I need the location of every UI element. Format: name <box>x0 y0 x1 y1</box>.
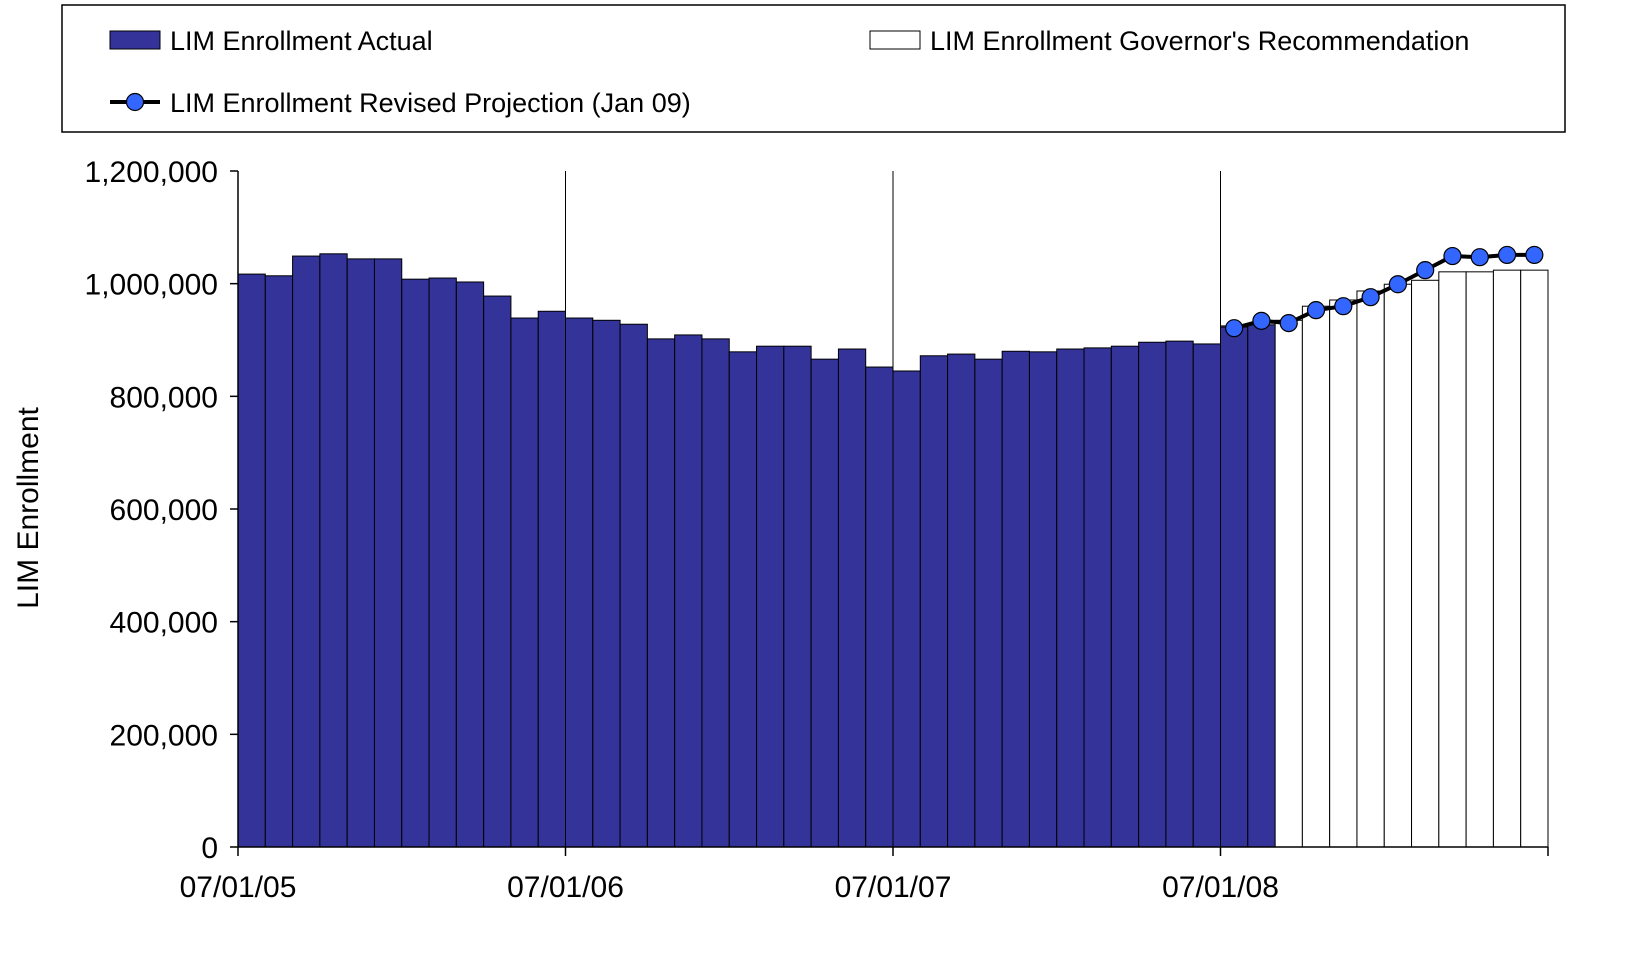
bar <box>646 338 676 848</box>
y-tick-label: 600,000 <box>110 494 218 527</box>
bar <box>510 317 539 848</box>
point <box>1252 311 1271 330</box>
bar <box>1192 343 1222 848</box>
bar <box>264 275 294 848</box>
point <box>1416 261 1435 280</box>
bar <box>1056 348 1085 848</box>
bar <box>455 281 485 848</box>
bar <box>701 338 730 848</box>
bar <box>865 366 894 848</box>
bar <box>1165 340 1194 848</box>
bar <box>565 317 594 848</box>
legend-swatch <box>109 30 161 50</box>
bar <box>401 278 430 848</box>
bar <box>1438 271 1467 848</box>
bar <box>947 353 976 848</box>
bar <box>1520 269 1549 848</box>
bar <box>592 319 621 848</box>
bar <box>1274 319 1303 848</box>
x-tick-label: 07/01/07 <box>835 871 952 904</box>
bar <box>319 253 348 848</box>
y-axis-title: LIM Enrollment <box>12 406 45 608</box>
bar <box>1329 299 1358 848</box>
legend-label: LIM Enrollment Revised Projection (Jan 0… <box>170 88 691 118</box>
bar <box>728 351 758 848</box>
point <box>1497 245 1517 265</box>
bar <box>919 355 949 848</box>
bar <box>810 358 839 848</box>
bar <box>619 323 648 848</box>
legend-box <box>61 4 1566 133</box>
bar <box>237 273 266 848</box>
bar <box>1411 279 1440 848</box>
y-tick-label: 800,000 <box>110 381 218 414</box>
legend-marker <box>125 92 145 112</box>
bar <box>1465 271 1494 848</box>
bar <box>756 345 785 848</box>
bar <box>974 358 1003 848</box>
y-tick-label: 1,200,000 <box>85 156 218 189</box>
bar <box>1492 269 1522 848</box>
bar <box>892 370 921 848</box>
point <box>1443 246 1462 266</box>
point <box>1306 301 1326 320</box>
y-tick-label: 200,000 <box>110 719 218 752</box>
bar <box>1247 324 1276 848</box>
bar <box>1138 341 1167 848</box>
y-tick-label: 400,000 <box>110 607 218 640</box>
bar <box>783 345 812 848</box>
y-tick-label: 1,000,000 <box>85 269 218 302</box>
legend-swatch <box>869 30 921 50</box>
bar <box>1083 347 1112 848</box>
legend-label: LIM Enrollment Actual <box>170 26 433 56</box>
bar <box>1028 351 1058 848</box>
bar <box>1220 326 1249 848</box>
bar <box>483 295 512 848</box>
x-tick-label: 07/01/08 <box>1162 871 1279 904</box>
bar <box>292 255 321 848</box>
x-tick-label: 07/01/05 <box>180 871 297 904</box>
bar <box>1110 345 1140 848</box>
bar <box>1001 350 1030 848</box>
y-tick-label: 0 <box>201 832 218 865</box>
bar <box>1301 305 1331 848</box>
legend-label: LIM Enrollment Governor's Recommendation <box>930 26 1469 56</box>
bar <box>373 258 403 848</box>
point <box>1525 245 1544 265</box>
x-tick-label: 07/01/06 <box>507 871 624 904</box>
point <box>1225 319 1244 338</box>
point <box>1334 297 1353 316</box>
point <box>1388 275 1407 294</box>
bar <box>837 348 867 848</box>
bar <box>346 258 375 848</box>
point <box>1361 288 1380 307</box>
bar <box>674 334 703 848</box>
bar <box>537 310 566 848</box>
bar <box>1356 290 1385 848</box>
point <box>1470 248 1489 267</box>
bar <box>1383 283 1413 848</box>
bar <box>428 277 457 848</box>
point <box>1279 314 1298 333</box>
